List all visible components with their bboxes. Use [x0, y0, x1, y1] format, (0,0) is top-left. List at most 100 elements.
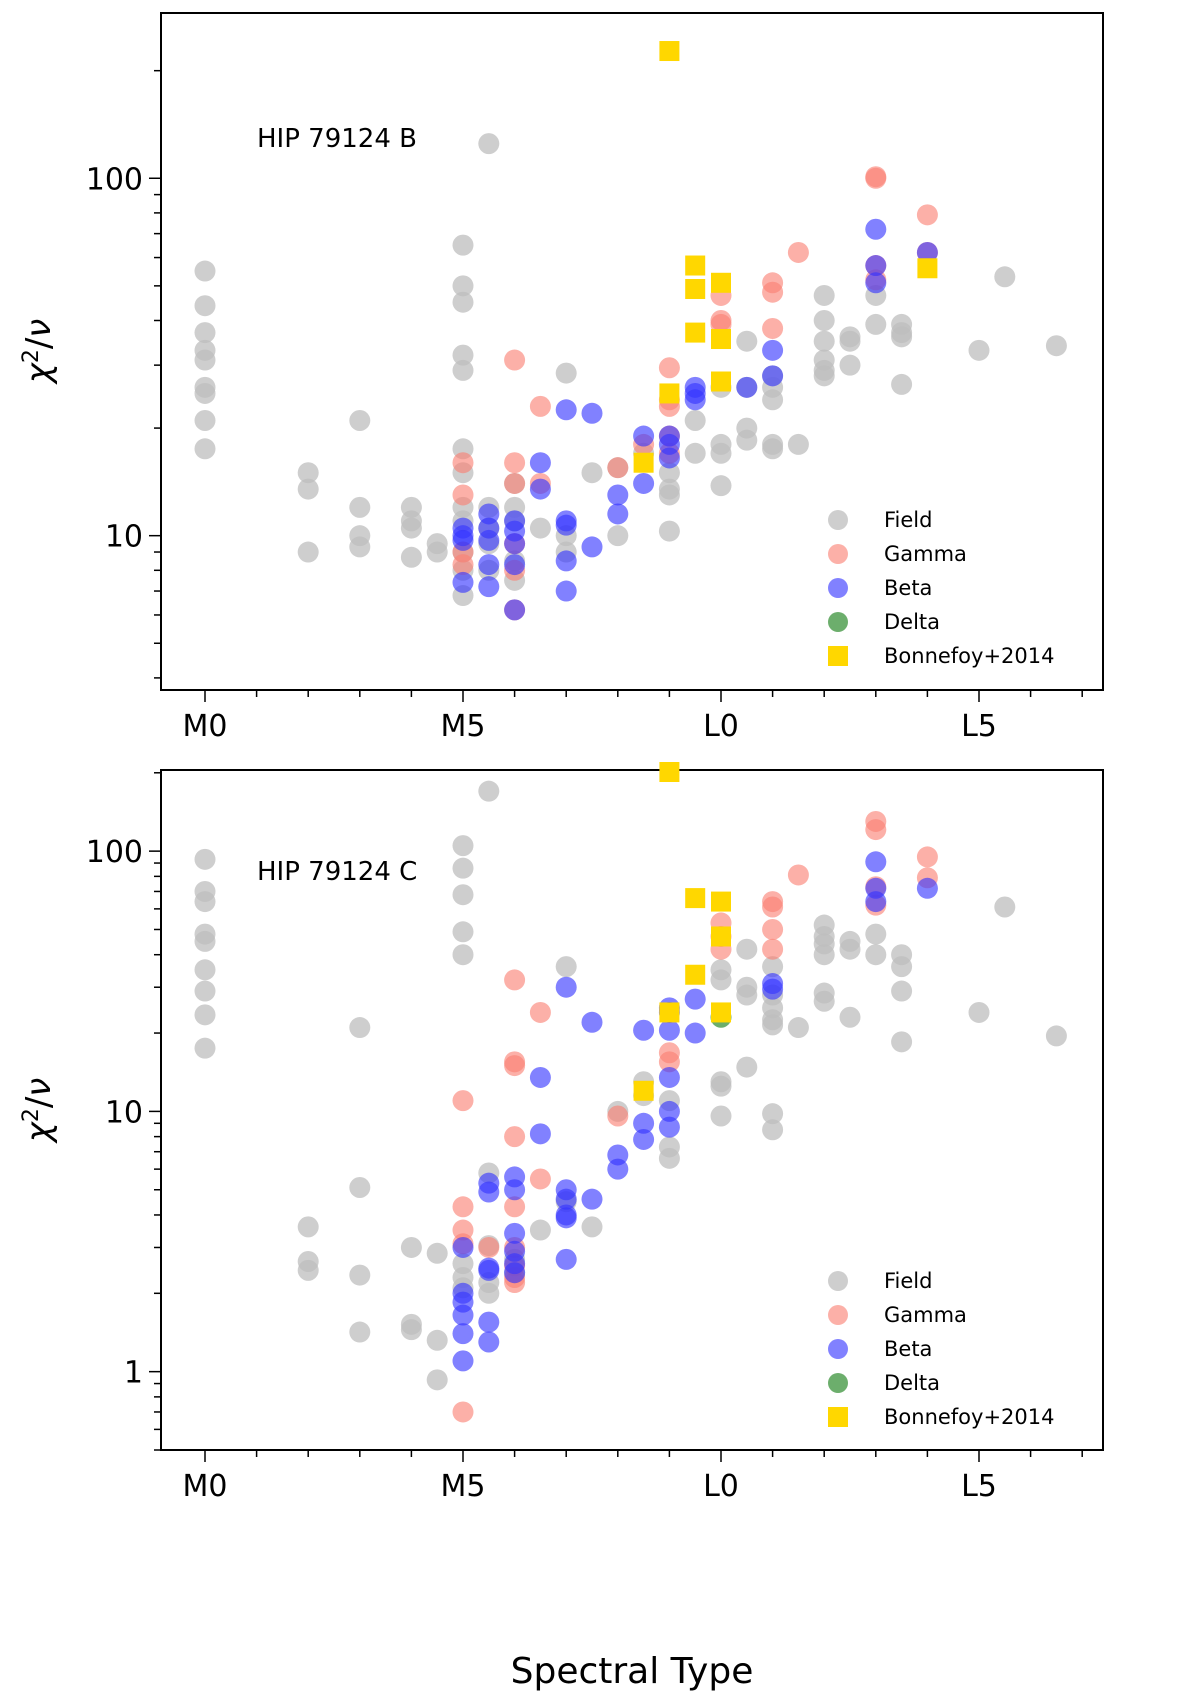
legend: Field Gamma Beta Delta Bonnefoy+2014 [828, 1269, 1055, 1429]
point-beta [633, 1112, 655, 1134]
point-field [297, 541, 319, 563]
legend-marker-field [828, 510, 848, 530]
point-field [426, 1242, 448, 1264]
point-field [555, 956, 577, 978]
point-beta [581, 402, 603, 424]
point-gamma [452, 1196, 474, 1218]
point-gamma [787, 864, 809, 886]
point-field [710, 475, 732, 497]
point-bonnefoy [711, 329, 731, 350]
y-axis-label: χ2/ν [19, 319, 60, 386]
point-gamma [762, 896, 784, 918]
point-field [194, 260, 216, 282]
point-field [839, 330, 861, 352]
point-field [452, 921, 474, 943]
point-field [478, 133, 500, 155]
point-gamma [916, 204, 938, 226]
point-beta [633, 1128, 655, 1150]
point-field [529, 1219, 551, 1241]
point-beta [529, 478, 551, 500]
point-field [452, 884, 474, 906]
point-field [297, 1216, 319, 1238]
point-field [968, 339, 990, 361]
point-beta [658, 1100, 680, 1122]
point-beta [504, 1179, 526, 1201]
point-field [787, 433, 809, 455]
y-tick-label: 10 [105, 520, 143, 555]
point-bonnefoy [659, 41, 680, 62]
point-field [452, 234, 474, 256]
point-field [400, 1236, 422, 1258]
legend-label: Field [884, 1269, 932, 1293]
legend-marker-beta [828, 578, 848, 598]
point-field [994, 266, 1016, 288]
point-beta [633, 425, 655, 447]
point-field [968, 1001, 990, 1023]
point-field [607, 525, 629, 547]
point-beta [452, 529, 474, 551]
x-tick-label: M5 [441, 1469, 486, 1504]
point-field [684, 410, 706, 432]
point-field [710, 969, 732, 991]
legend-marker-delta [828, 612, 848, 632]
legend: Field Gamma Beta Delta Bonnefoy+2014 [828, 508, 1055, 668]
legend-label: Gamma [884, 1303, 967, 1327]
point-field [194, 322, 216, 344]
point-field [452, 291, 474, 313]
point-beta [633, 472, 655, 494]
point-field [452, 359, 474, 381]
point-field [400, 1319, 422, 1341]
point-beta [581, 1188, 603, 1210]
point-beta [581, 536, 603, 558]
point-gamma [504, 1055, 526, 1077]
point-field [194, 891, 216, 913]
point-field [555, 362, 577, 384]
point-field [194, 930, 216, 952]
point-gamma [529, 1001, 551, 1023]
point-beta [504, 1222, 526, 1244]
point-bonnefoy [685, 964, 706, 985]
point-beta [865, 851, 887, 873]
point-gamma [504, 452, 526, 474]
point-bonnefoy [711, 1002, 731, 1023]
point-gamma [658, 1051, 680, 1073]
x-tick-label: L5 [961, 1469, 997, 1504]
point-beta [607, 484, 629, 506]
point-gamma [504, 1196, 526, 1218]
point-field [891, 326, 913, 348]
point-field [736, 330, 758, 352]
point-field [349, 496, 371, 518]
legend-marker-bonnefoy-2014 [828, 1407, 848, 1427]
point-beta [452, 1304, 474, 1326]
point-bonnefoy [685, 255, 706, 276]
point-field [297, 1259, 319, 1281]
point-gamma [865, 819, 887, 841]
point-beta [555, 399, 577, 421]
point-gamma [607, 457, 629, 479]
point-gamma [529, 395, 551, 417]
point-field [865, 313, 887, 335]
point-field [762, 438, 784, 460]
axis-ticks: M0 M5 L0 L5 1 10 100 [86, 772, 1083, 1504]
legend-label: Field [884, 508, 932, 532]
x-tick-label: L0 [703, 709, 739, 744]
legend-marker-gamma [828, 544, 848, 564]
point-bonnefoy [711, 371, 731, 392]
point-gamma [452, 1090, 474, 1112]
point-beta [633, 1019, 655, 1041]
point-field [349, 1321, 371, 1343]
point-gamma [504, 472, 526, 494]
legend-label: Beta [884, 1337, 932, 1361]
y-tick-label: 1 [124, 1356, 143, 1391]
point-beta [504, 533, 526, 555]
point-gamma [865, 167, 887, 189]
point-bonnefoy [659, 1002, 680, 1023]
point-field [684, 442, 706, 464]
axes-frame [160, 769, 1104, 1451]
point-gamma [478, 1236, 500, 1258]
point-gamma [762, 918, 784, 940]
x-tick-label: M0 [183, 709, 228, 744]
point-beta [658, 1116, 680, 1138]
legend-label: Bonnefoy+2014 [884, 644, 1055, 668]
point-field [891, 373, 913, 395]
